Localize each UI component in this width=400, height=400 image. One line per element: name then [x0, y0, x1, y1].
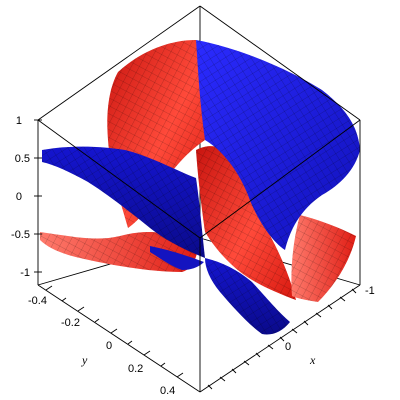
x-axis-label: x — [309, 353, 316, 367]
inner-left-edge — [37, 119, 201, 239]
x-tick-mark — [315, 312, 322, 318]
x-tick-mark — [255, 352, 261, 358]
y-tick-mark — [127, 340, 133, 345]
y-tick-mark — [45, 285, 53, 291]
y-tick-label: -0.2 — [61, 317, 80, 329]
x-tick-mark — [207, 384, 213, 390]
x-tick-mark — [339, 296, 346, 302]
y-axis: -0.4 -0.2 0 0.2 0.4 y — [28, 285, 184, 397]
front-right-floor-edge — [199, 284, 361, 393]
x-tick-label: 0 — [285, 341, 291, 353]
z-tick-label: 1 — [16, 115, 22, 127]
y-tick-label: 0.4 — [160, 385, 175, 397]
z-tick-label: 0.5 — [15, 153, 30, 165]
x-tick-mark — [303, 320, 309, 326]
surfaces — [40, 40, 360, 335]
x-tick-mark — [243, 360, 250, 366]
y-tick-mark — [94, 318, 100, 323]
x-tick-mark — [351, 288, 357, 294]
z-axis: 1 0.5 0 -0.5 -1 — [11, 115, 42, 279]
top-right-edge — [199, 5, 361, 121]
y-tick-label: -0.4 — [28, 295, 47, 307]
x-axis: -1 0 x — [207, 285, 375, 390]
x-tick-mark — [327, 304, 333, 310]
front-frame — [37, 5, 361, 393]
x-tick-mark — [219, 376, 226, 382]
y-tick-mark — [110, 328, 118, 334]
front-left-floor-edge — [37, 284, 201, 393]
y-tick-mark — [77, 306, 85, 312]
y-tick-mark — [143, 350, 151, 356]
z-tick-label: 0 — [16, 191, 22, 203]
x-tick-mark — [231, 368, 237, 374]
z-tick-label: -1 — [20, 267, 30, 279]
y-tick-mark — [176, 372, 184, 378]
x-tick-mark — [291, 328, 298, 334]
x-tick-mark — [279, 336, 285, 342]
y-axis-label: y — [81, 353, 88, 367]
blue-surface-lower-strip — [150, 246, 204, 270]
y-tick-label: 0.2 — [128, 363, 143, 375]
x-tick-label: -1 — [365, 285, 375, 297]
inner-right-edge — [199, 119, 361, 239]
y-tick-label: 0 — [106, 340, 112, 352]
z-tick-label: -0.5 — [11, 229, 30, 241]
y-tick-mark — [160, 362, 166, 367]
top-left-edge — [37, 5, 201, 121]
x-tick-mark — [267, 344, 274, 350]
y-tick-mark — [61, 297, 67, 302]
